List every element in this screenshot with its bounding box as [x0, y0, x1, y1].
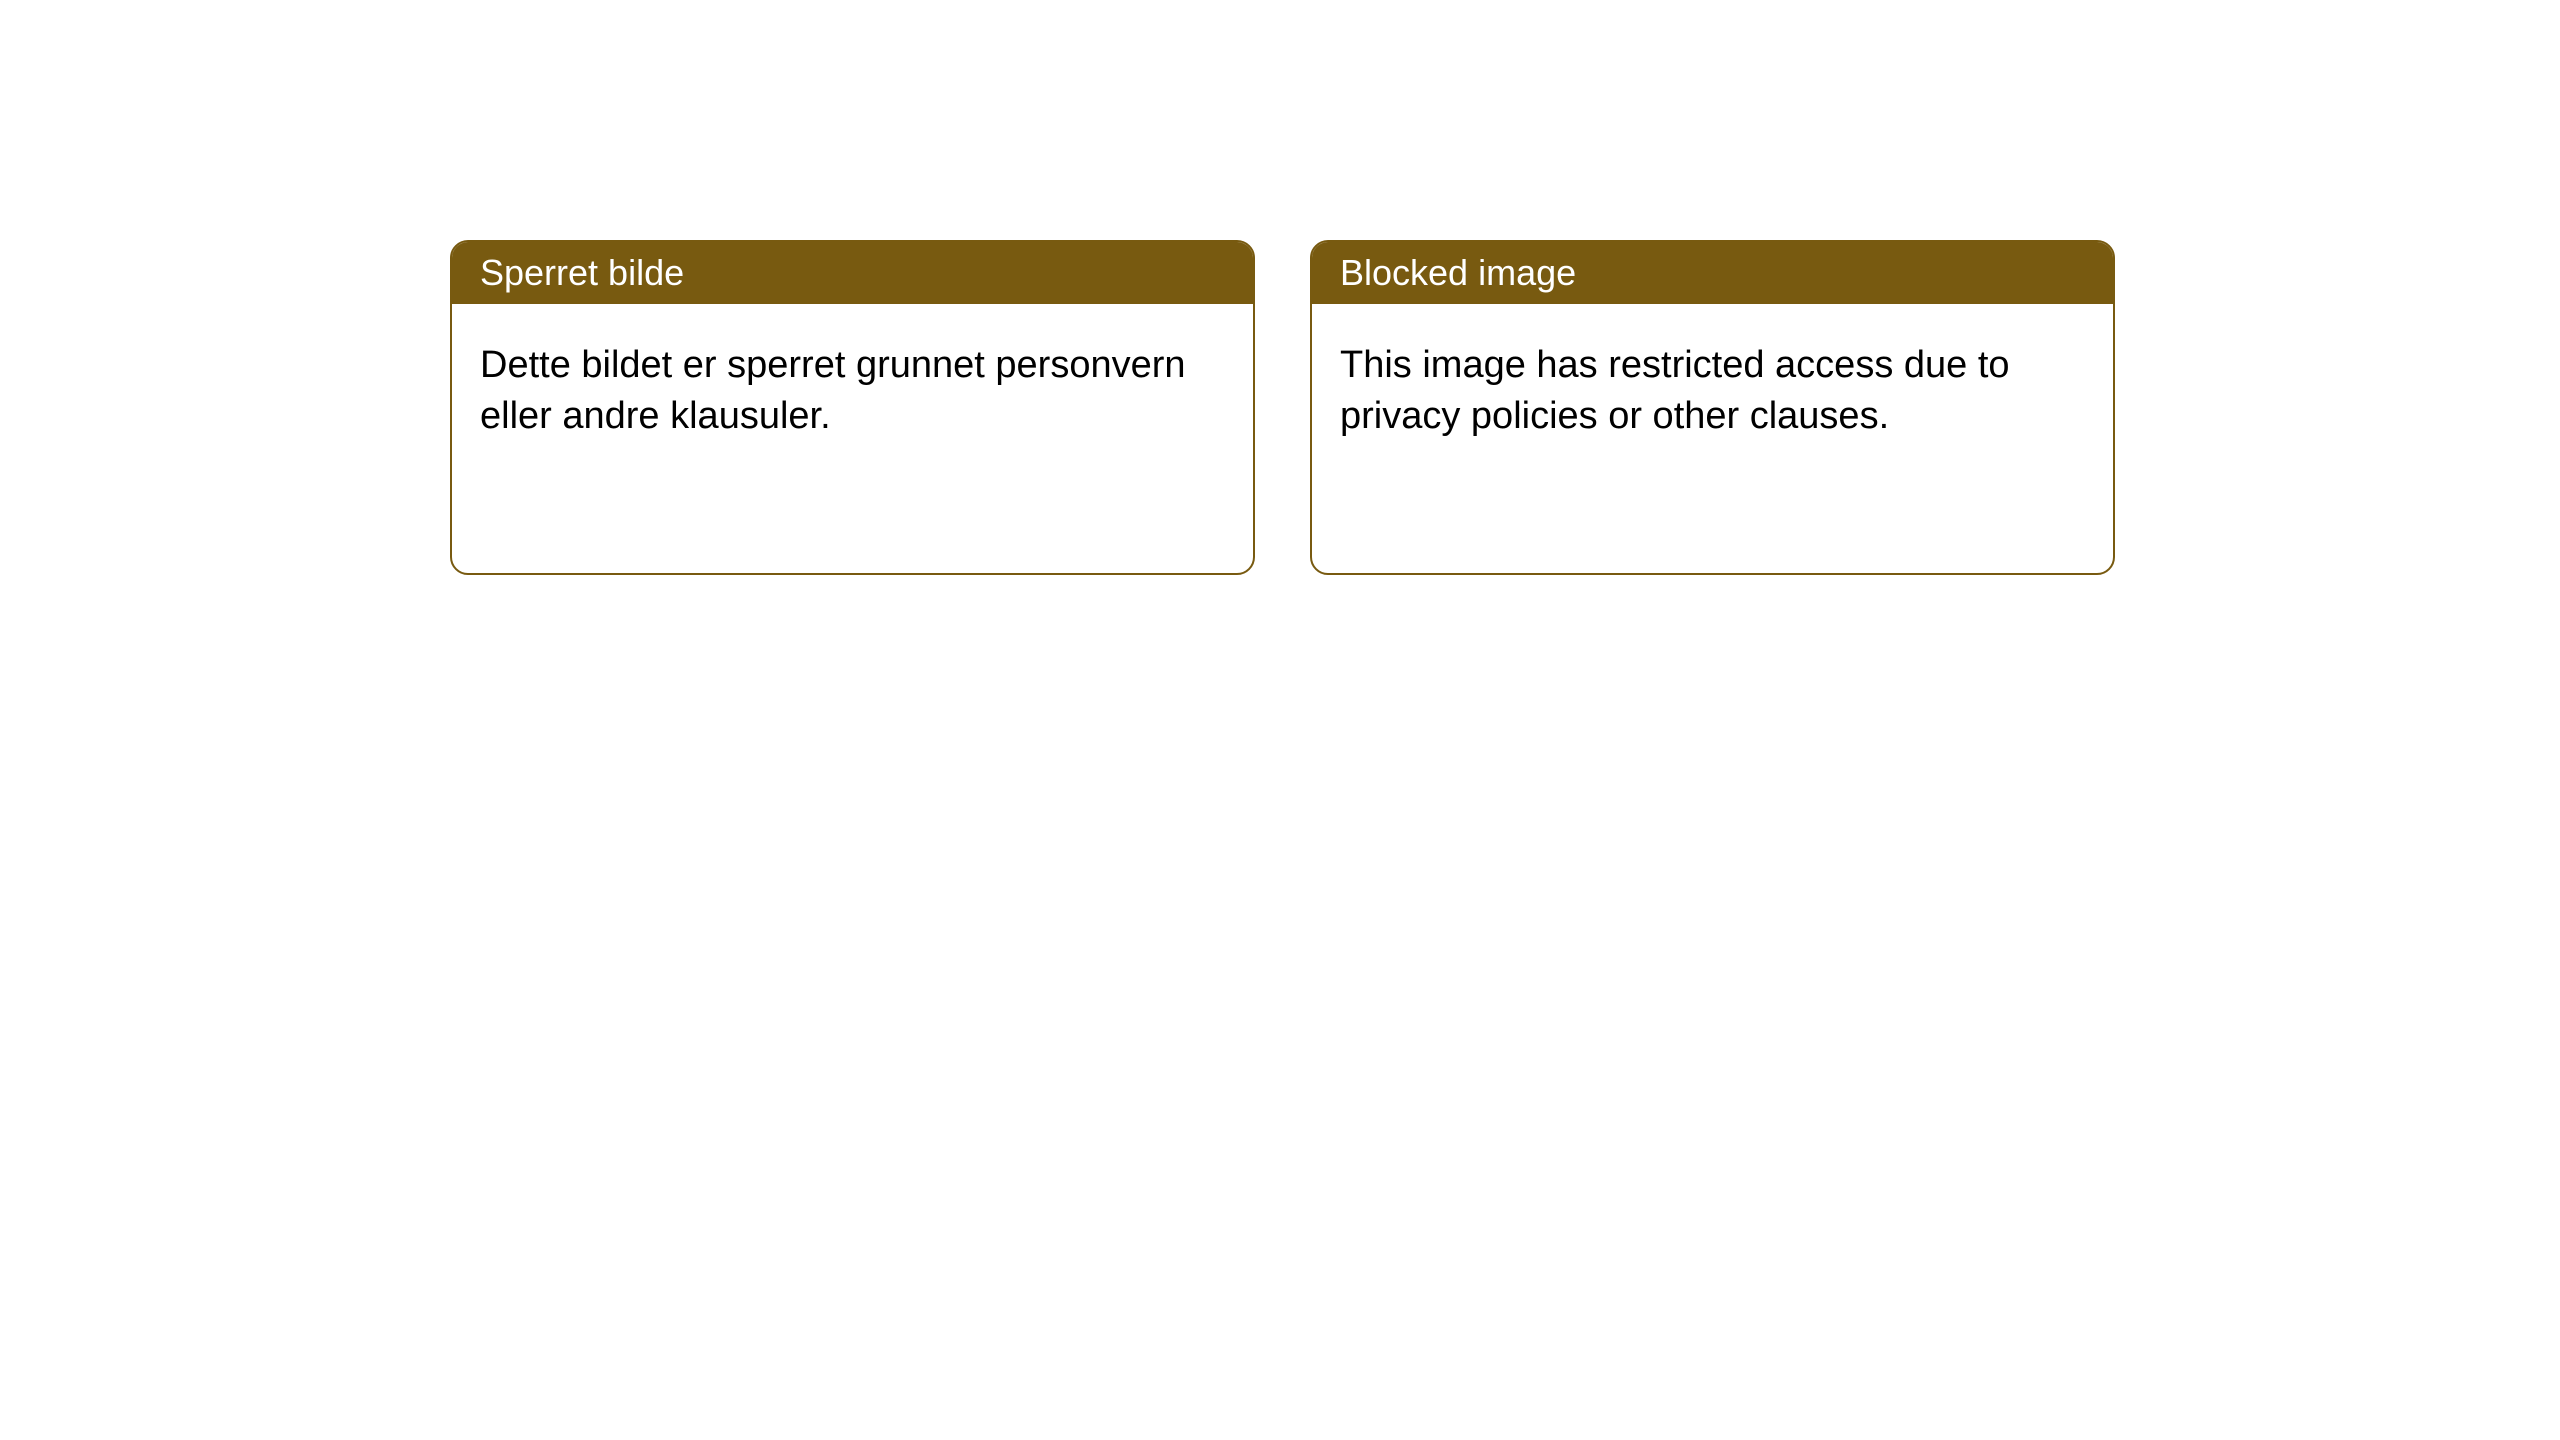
- notice-card-english: Blocked image This image has restricted …: [1310, 240, 2115, 575]
- notice-card-body: This image has restricted access due to …: [1312, 304, 2113, 479]
- notice-card-header: Sperret bilde: [452, 242, 1253, 304]
- notice-card-header: Blocked image: [1312, 242, 2113, 304]
- notice-card-body: Dette bildet er sperret grunnet personve…: [452, 304, 1253, 479]
- notice-cards-container: Sperret bilde Dette bildet er sperret gr…: [450, 240, 2560, 575]
- notice-card-norwegian: Sperret bilde Dette bildet er sperret gr…: [450, 240, 1255, 575]
